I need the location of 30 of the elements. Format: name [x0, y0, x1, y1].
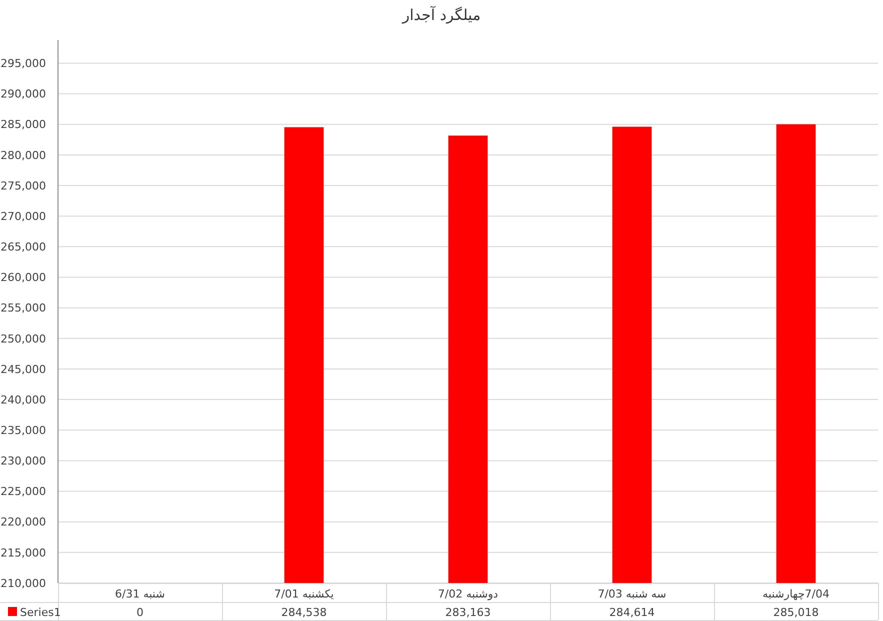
x-tick-label: یکشنبه 7/01 [274, 587, 334, 600]
x-tick-label: دوشنبه 7/02 [438, 587, 498, 600]
y-tick-label: 270,000 [0, 210, 46, 223]
y-tick-label: 275,000 [0, 179, 46, 192]
y-tick-label: 280,000 [0, 148, 46, 162]
y-tick-label: 295,000 [0, 57, 46, 70]
y-tick-label: 265,000 [0, 240, 46, 254]
x-tick-label: سه شنبه 7/03 [598, 587, 666, 600]
y-tick-label: 225,000 [0, 485, 46, 498]
data-label: 285,018 [773, 606, 819, 619]
y-tick-label: 260,000 [0, 271, 46, 284]
y-tick-label: 250,000 [0, 332, 46, 346]
y-tick-label: 240,000 [0, 393, 46, 406]
y-tick-label: 285,000 [0, 118, 46, 132]
chart-title: میلگرد آجدار [401, 5, 481, 24]
legend-label: Series1 [20, 606, 61, 619]
text: 0 [136, 606, 144, 619]
data-label: 283,163 [445, 606, 491, 619]
y-tick-label: 290,000 [0, 88, 46, 101]
data-label: 284,538 [281, 606, 327, 619]
x-tick-label: 7/04چهارشنبه [762, 587, 830, 600]
y-tick-label: 230,000 [0, 454, 46, 468]
x-tick-label: شنبه 6/31 [115, 587, 165, 600]
y-tick-label: 220,000 [0, 516, 46, 529]
y-tick-label: 255,000 [0, 302, 46, 315]
y-tick-label: 235,000 [0, 424, 46, 437]
y-tick-label: 245,000 [0, 362, 46, 376]
y-tick-label: 210,000 [0, 576, 46, 590]
y-tick-label: 215,000 [0, 546, 46, 560]
data-label: 284,614 [609, 606, 655, 619]
